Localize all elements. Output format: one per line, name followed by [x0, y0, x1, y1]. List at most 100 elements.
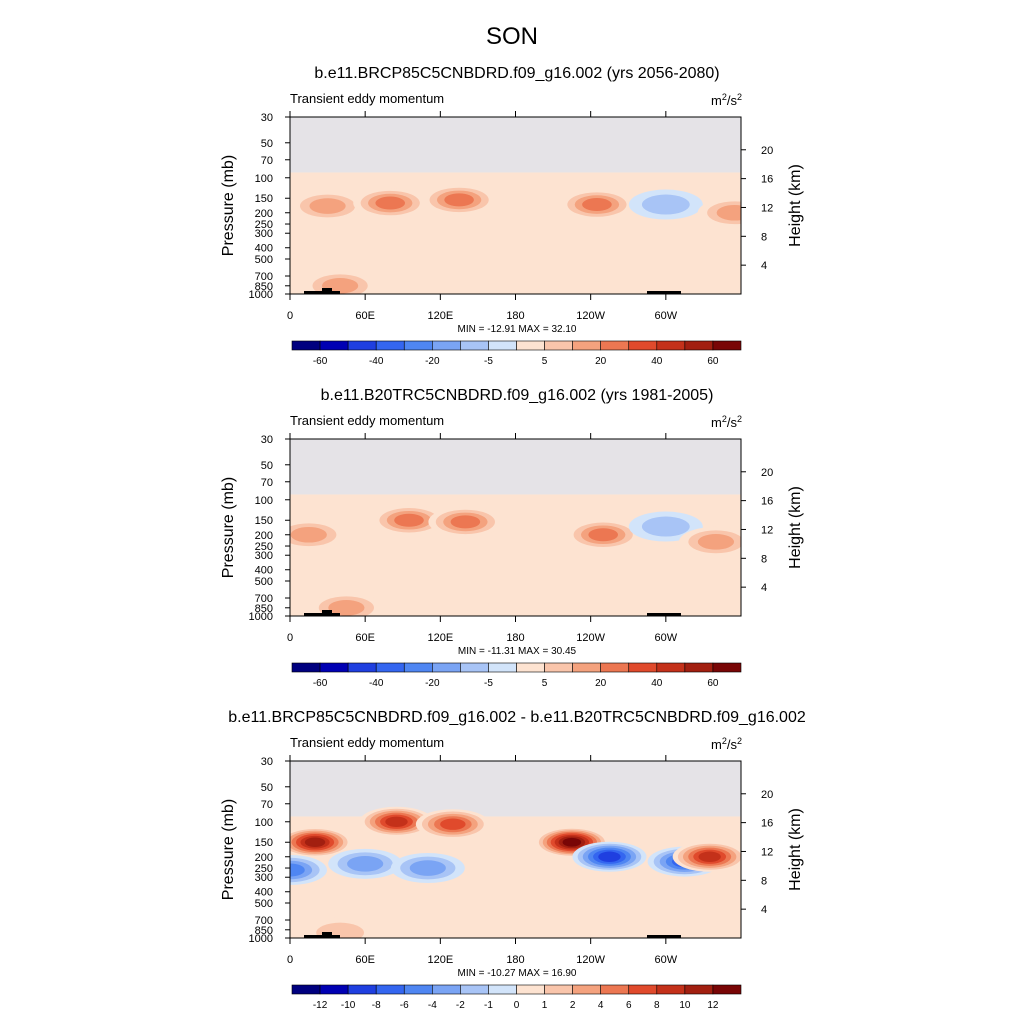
contour-field — [290, 761, 741, 938]
colorbar-box — [488, 662, 517, 673]
colorbar-box — [516, 340, 545, 351]
y-tick-label: 30 — [261, 756, 273, 768]
y-tick-label: 100 — [255, 495, 273, 507]
colorbar-label: 12 — [707, 1000, 719, 1011]
y-right-tick-label: 20 — [761, 789, 773, 801]
contour-blob-4 — [562, 837, 582, 847]
colorbar-box — [488, 984, 517, 995]
contour-blob-3 — [440, 818, 466, 830]
x-tick-label: 180 — [506, 310, 524, 322]
colorbar-box — [684, 662, 714, 673]
contour-blob-5 — [641, 194, 690, 215]
colorbar-box — [375, 662, 405, 673]
colorbar-box — [684, 984, 714, 995]
colorbar-label: -20 — [425, 356, 440, 367]
colorbar-box — [403, 984, 433, 995]
minmax-text: MIN = -12.91 MAX = 32.10 — [458, 324, 577, 335]
y-tick-label: 30 — [261, 112, 273, 124]
y-tick-label: 300 — [255, 872, 273, 884]
units-label: m2/s2 — [711, 92, 742, 108]
colorbar-label: -20 — [425, 678, 440, 689]
y-tick-label: 50 — [261, 460, 273, 472]
colorbar-label: -10 — [341, 1000, 356, 1011]
y-tick-label: 850 — [255, 603, 273, 615]
y-tick-label: 200 — [255, 852, 273, 864]
contour-blob-1 — [304, 837, 326, 847]
contour-blob-6 — [716, 204, 741, 221]
colorbar-label: -8 — [372, 1000, 381, 1011]
colorbar-box — [347, 662, 377, 673]
colorbar: -60 -40 -20 -5 5 20 40 60 — [291, 662, 742, 689]
y-tick-label: 150 — [255, 515, 273, 527]
contour-blob-2 — [375, 196, 406, 210]
y-tick-label: 200 — [255, 208, 273, 220]
upper-band — [290, 439, 741, 495]
y-right-axis-label: Height (km) — [787, 164, 804, 247]
x-tick-label: 60W — [655, 954, 678, 966]
colorbar-box — [656, 984, 686, 995]
y-right-tick-label: 12 — [761, 202, 773, 214]
terrain-mask — [304, 288, 681, 294]
y-right-axis-label: Height (km) — [787, 808, 804, 891]
colorbar-label: 8 — [654, 1000, 660, 1011]
units-label: m2/s2 — [711, 414, 742, 430]
colorbar-label: 5 — [542, 678, 548, 689]
chart-panel-3: b.e11.BRCP85C5CNBDRD.f09_g16.002 - b.e11… — [220, 709, 806, 1011]
colorbar-label: 60 — [707, 678, 719, 689]
colorbar-box — [544, 662, 573, 673]
x-tick-label: 120E — [427, 954, 453, 966]
colorbar-box — [628, 662, 658, 673]
colorbar-box — [432, 662, 461, 673]
colorbar-box — [600, 984, 630, 995]
y-axis-label: Pressure (mb) — [220, 477, 237, 578]
colorbar-box — [684, 340, 714, 351]
y-right-tick-label: 4 — [761, 904, 767, 916]
x-tick-label: 120W — [576, 954, 605, 966]
chart-panel-1: b.e11.BRCP85C5CNBDRD.f09_g16.002 (yrs 20… — [220, 65, 804, 367]
x-tick-label: 120W — [576, 310, 605, 322]
colorbar-label: 10 — [679, 1000, 691, 1011]
x-tick-label: 180 — [506, 632, 524, 644]
contour-blob-4 — [641, 516, 690, 537]
colorbar-box — [712, 984, 742, 995]
y-right-tick-label: 16 — [761, 496, 773, 508]
colorbar-box — [403, 662, 433, 673]
contour-blob-1 — [394, 513, 424, 527]
y-tick-label: 700 — [255, 593, 273, 605]
units-label: m2/s2 — [711, 736, 742, 752]
contour-blob-3 — [588, 528, 618, 542]
y-tick-label: 30 — [261, 434, 273, 446]
colorbar-label: 2 — [570, 1000, 576, 1011]
contour-field — [290, 117, 741, 294]
contour-blob-5 — [697, 534, 735, 550]
y-tick-label: 50 — [261, 782, 273, 794]
panel-title: b.e11.BRCP85C5CNBDRD.f09_g16.002 - b.e11… — [228, 709, 806, 726]
x-tick-label: 60W — [655, 632, 678, 644]
colorbar-box — [460, 984, 489, 995]
colorbar-label: 40 — [651, 678, 663, 689]
colorbar-box — [291, 662, 321, 673]
contour-field — [290, 439, 741, 616]
y-tick-label: 100 — [255, 173, 273, 185]
colorbar-box — [403, 340, 433, 351]
y-tick-label: 70 — [261, 155, 273, 167]
colorbar-box — [432, 340, 461, 351]
colorbar-label: -12 — [313, 1000, 328, 1011]
y-tick-label: 400 — [255, 243, 273, 255]
x-tick-label: 0 — [287, 632, 293, 644]
colorbar-label: 60 — [707, 356, 719, 367]
colorbar-box — [488, 340, 517, 351]
colorbar-box — [712, 662, 742, 673]
y-right-tick-label: 20 — [761, 145, 773, 157]
upper-band — [290, 117, 741, 173]
colorbar-box — [347, 984, 377, 995]
x-tick-label: 60E — [355, 310, 375, 322]
colorbar-label: 20 — [595, 356, 607, 367]
y-tick-label: 50 — [261, 138, 273, 150]
x-tick-label: 120E — [427, 310, 453, 322]
colorbar-box — [375, 340, 405, 351]
colorbar-box — [460, 340, 489, 351]
y-right-tick-label: 16 — [761, 174, 773, 186]
colorbar-box — [432, 984, 461, 995]
colorbar-label: -4 — [428, 1000, 437, 1011]
